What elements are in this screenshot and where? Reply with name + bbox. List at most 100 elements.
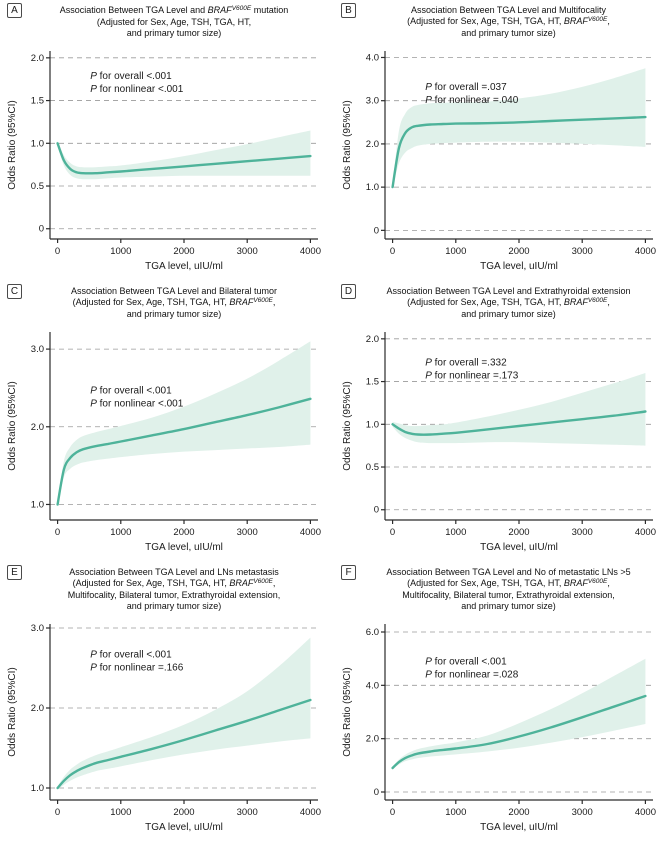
odds-ratio-spline: [390, 410, 647, 436]
panel-title-line: (Adjusted for Sex, Age, TSH, TGA, HT, BR…: [72, 297, 276, 307]
y-tick-label: 2.0: [31, 703, 44, 714]
panel-F: F Association Between TGA Level and No of…: [334, 562, 669, 843]
p-value-annotation: P for overall =.037: [425, 82, 507, 93]
y-tick-label: 1.0: [31, 499, 44, 510]
x-tick-label: 4000: [300, 527, 321, 538]
p-value-annotation: P for nonlinear =.166: [90, 663, 184, 674]
panel-title-line: and primary tumor size): [126, 28, 222, 38]
x-tick-label: 2000: [508, 246, 529, 257]
panel-title-line: (Adjusted for Sex, Age, TSH, TGA, HT, BR…: [407, 16, 610, 26]
panel-title-line: and primary tumor size): [461, 309, 556, 319]
panel-title: Association Between TGA Level and Extrat…: [334, 286, 669, 320]
confidence-band: [392, 68, 645, 189]
panel-B: B Association Between TGA Level and Multi…: [334, 0, 669, 281]
y-axis-label: Odds Ratio (95%CI): [342, 667, 353, 756]
panel-title-line: Association Between TGA Level and LNs me…: [69, 567, 279, 577]
panel-title-line: (Adjusted for Sex, Age, TSH, TGA, HT, BR…: [407, 297, 610, 307]
p-value-annotation: P for overall =.332: [425, 357, 507, 368]
panel-title-line: Association Between TGA Level and No of …: [386, 567, 631, 577]
panel-title-line: Association Between TGA Level and Extrat…: [386, 286, 631, 296]
x-tick-label: 4000: [300, 246, 321, 257]
confidence-band: [57, 130, 311, 180]
y-tick-label: 0: [373, 505, 378, 516]
y-tick-label: 0.5: [31, 181, 44, 192]
confidence-band: [57, 637, 311, 790]
x-tick-label: 3000: [571, 807, 592, 818]
panel-title-line: and primary tumor size): [461, 28, 556, 38]
y-tick-label: 2.0: [365, 734, 378, 745]
confidence-band: [57, 341, 311, 507]
panel-E: E Association Between TGA Level and LNs m…: [0, 562, 334, 843]
x-axis-label: TGA level, uIU/ml: [480, 261, 558, 272]
panel-letter-A: A: [7, 3, 22, 18]
panel-C: C Association Between TGA Level and Bilat…: [0, 281, 334, 562]
x-tick-label: 2000: [508, 527, 529, 538]
y-axis-label: Odds Ratio (95%CI): [7, 381, 18, 470]
x-tick-label: 0: [55, 807, 60, 818]
x-axis-label: TGA level, uIU/ml: [480, 542, 558, 553]
p-value-annotation: P for nonlinear =.040: [425, 95, 519, 106]
x-tick-label: 2000: [173, 807, 194, 818]
panel-title-line: and primary tumor size): [461, 601, 556, 611]
panel-letter-D: D: [341, 284, 356, 299]
odds-ratio-spline: [390, 694, 647, 770]
y-axis-label: Odds Ratio (95%CI): [342, 100, 353, 189]
chart-E: 1.0 2.0 3.0 0 1000 2000 3000 4000 TGA level, uIU…: [7, 623, 321, 833]
chart-F: 0 2.0 4.0 6.0 0 1000 2000 3000 4000 TGA level, uI…: [342, 624, 655, 833]
p-value-annotation: P for nonlinear <.001: [90, 84, 184, 95]
panel-title-line: and primary tumor size): [126, 309, 222, 319]
panel-title-line: Association Between TGA Level and BRAFV6…: [59, 5, 289, 15]
panel-letter-B: B: [341, 3, 356, 18]
y-tick-label: 4.0: [365, 52, 378, 63]
x-tick-label: 1000: [110, 246, 131, 257]
x-tick-label: 0: [389, 527, 394, 538]
x-tick-label: 3000: [571, 527, 592, 538]
panel-title: Association Between TGA Level and BRAFV6…: [0, 5, 334, 39]
x-tick-label: 4000: [634, 807, 655, 818]
y-tick-label: 2.0: [31, 53, 44, 64]
y-tick-label: 4.0: [365, 680, 378, 691]
x-axis-label: TGA level, uIU/ml: [480, 822, 558, 833]
x-tick-label: 0: [55, 246, 60, 257]
y-tick-label: 0: [373, 787, 378, 798]
p-value-annotation: P for overall <.001: [425, 657, 507, 668]
y-tick-label: 2.0: [365, 334, 378, 345]
x-tick-label: 1000: [110, 527, 131, 538]
p-value-annotation: P for nonlinear =.028: [425, 670, 519, 681]
panel-title: Association Between TGA Level and No of …: [334, 567, 669, 612]
y-tick-label: 3.0: [365, 96, 378, 107]
chart-C: 1.0 2.0 3.0 0 1000 2000 3000 4000 TGA level, uIU…: [7, 332, 321, 553]
odds-ratio-spline: [390, 115, 647, 189]
panel-title: Association Between TGA Level and Multif…: [334, 5, 669, 39]
y-tick-label: 1.0: [365, 419, 378, 430]
x-tick-label: 0: [389, 246, 394, 257]
panel-title-line: Multifocality, Bilateral tumor, Extrathy…: [67, 590, 281, 600]
panel-letter-C: C: [7, 284, 22, 299]
y-tick-label: 2.0: [365, 139, 378, 150]
y-tick-label: 0: [373, 225, 378, 236]
x-axis-label: TGA level, uIU/ml: [145, 822, 223, 833]
y-tick-label: 1.0: [365, 182, 378, 193]
x-tick-label: 2000: [173, 527, 194, 538]
y-tick-label: 1.0: [31, 783, 44, 794]
y-axis-label: Odds Ratio (95%CI): [7, 667, 18, 756]
x-tick-label: 1000: [445, 527, 466, 538]
x-tick-label: 4000: [634, 527, 655, 538]
panel-title-line: (Adjusted for Sex, Age, TSH, TGA, HT,: [96, 17, 252, 27]
y-axis-label: Odds Ratio (95%CI): [7, 100, 18, 189]
x-tick-label: 0: [389, 807, 394, 818]
odds-ratio-spline: [56, 698, 312, 790]
odds-ratio-spline: [56, 142, 312, 175]
x-tick-label: 3000: [571, 246, 592, 257]
x-tick-label: 0: [55, 527, 60, 538]
x-tick-label: 4000: [300, 807, 321, 818]
panel-title-line: Association Between TGA Level and Multif…: [411, 5, 606, 15]
panel-title: Association Between TGA Level and Bilate…: [0, 286, 334, 320]
x-tick-label: 2000: [508, 807, 529, 818]
x-tick-label: 1000: [110, 807, 131, 818]
p-value-annotation: P for overall <.001: [90, 650, 172, 661]
panel-A: A Association Between TGA Level and BRAFV…: [0, 0, 334, 281]
x-tick-label: 1000: [445, 246, 466, 257]
p-value-annotation: P for nonlinear =.173: [425, 370, 519, 381]
